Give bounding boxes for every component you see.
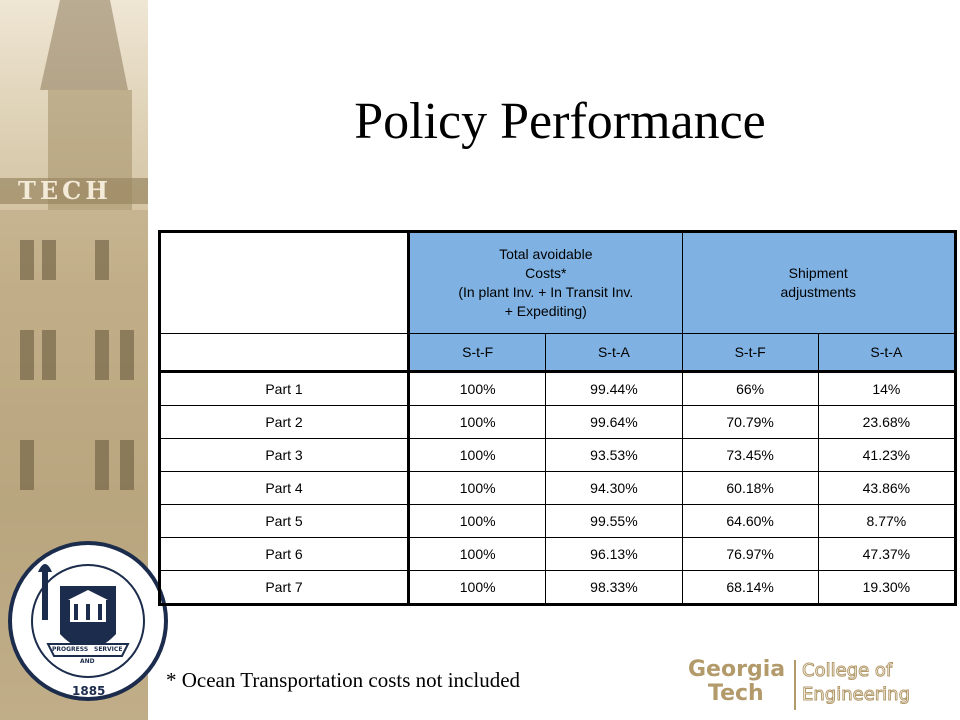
shipment-adjustments-header: Shipment adjustments: [681, 231, 957, 334]
college-of-engineering-logo: Georgia Tech College of Engineering: [688, 658, 938, 714]
tech-sign-text: TECH: [18, 176, 112, 205]
footnote: * Ocean Transportation costs not include…: [166, 668, 521, 692]
table-row: Part 7 100% 98.33% 68.14% 19.30%: [158, 570, 957, 605]
table-sub-corner-cell: [158, 333, 410, 373]
table-row: Part 3 100% 93.53% 73.45% 41.23%: [158, 438, 957, 472]
seal-banner-left: PROGRESS: [52, 646, 89, 653]
seal-ring-text: SEAL · OF · THE · GEORGIA · INSTITUTE · …: [8, 536, 9, 537]
value-cell: 47.37%: [817, 537, 957, 571]
header-line: Costs*: [525, 265, 567, 281]
table-group-header-row: Total avoidable Costs* (In plant Inv. + …: [158, 231, 957, 334]
part-label-cell: Part 2: [158, 405, 410, 439]
logo-georgia: Georgia: [688, 657, 786, 682]
sub-header-cell: S-t-F: [407, 333, 547, 373]
value-cell: 99.44%: [545, 371, 683, 406]
sub-header-cell: S-t-A: [545, 333, 683, 373]
part-label-cell: Part 3: [158, 438, 410, 472]
logo-tech: Tech: [708, 681, 764, 706]
logo-divider: [794, 660, 796, 710]
sub-header-cell: S-t-A: [817, 333, 957, 373]
table-row: Part 1 100% 99.44% 66% 14%: [158, 371, 957, 406]
value-cell: 96.13%: [545, 537, 683, 571]
value-cell: 8.77%: [817, 504, 957, 538]
header-line: Shipment: [788, 265, 848, 281]
value-cell: 73.45%: [681, 438, 819, 472]
table-row: Part 6 100% 96.13% 76.97% 47.37%: [158, 537, 957, 571]
sub-header-cell: S-t-F: [681, 333, 819, 373]
value-cell: 64.60%: [681, 504, 819, 538]
value-cell: 41.23%: [817, 438, 957, 472]
header-line: (In plant Inv. + In Transit Inv.: [458, 284, 634, 300]
table-sub-header-row: S-t-F S-t-A S-t-F S-t-A: [158, 333, 957, 373]
table-row: Part 2 100% 99.64% 70.79% 23.68%: [158, 405, 957, 439]
logo-college-of: College of: [801, 660, 893, 682]
value-cell: 100%: [407, 405, 547, 439]
logo-engineering: Engineering: [802, 684, 911, 706]
value-cell: 94.30%: [545, 471, 683, 505]
part-label-cell: Part 4: [158, 471, 410, 505]
value-cell: 23.68%: [817, 405, 957, 439]
value-cell: 98.33%: [545, 570, 683, 605]
value-cell: 99.55%: [545, 504, 683, 538]
value-cell: 76.97%: [681, 537, 819, 571]
seal-banner-mid: AND: [80, 658, 95, 665]
value-cell: 70.79%: [681, 405, 819, 439]
value-cell: 100%: [407, 504, 547, 538]
table-row: Part 5 100% 99.55% 64.60% 8.77%: [158, 504, 957, 538]
performance-table: Total avoidable Costs* (In plant Inv. + …: [158, 230, 957, 606]
value-cell: 100%: [407, 438, 547, 472]
value-cell: 66%: [681, 371, 819, 406]
value-cell: 60.18%: [681, 471, 819, 505]
seal-year: 1885: [72, 684, 106, 698]
header-line: adjustments: [780, 284, 856, 300]
part-label-cell: Part 5: [158, 504, 410, 538]
georgia-tech-seal: SEAL · OF · THE · GEORGIA · INSTITUTE · …: [8, 536, 170, 706]
value-cell: 100%: [407, 471, 547, 505]
seal-banner-right: SERVICE: [94, 646, 123, 653]
slide-title: Policy Performance: [354, 93, 766, 150]
avoidable-costs-header: Total avoidable Costs* (In plant Inv. + …: [407, 231, 683, 334]
value-cell: 100%: [407, 371, 547, 406]
value-cell: 100%: [407, 570, 547, 605]
value-cell: 68.14%: [681, 570, 819, 605]
table-corner-cell: [158, 231, 410, 334]
value-cell: 43.86%: [817, 471, 957, 505]
part-label-cell: Part 7: [158, 570, 410, 605]
header-line: + Expediting): [504, 303, 587, 319]
value-cell: 19.30%: [817, 570, 957, 605]
value-cell: 100%: [407, 537, 547, 571]
table-row: Part 4 100% 94.30% 60.18% 43.86%: [158, 471, 957, 505]
value-cell: 99.64%: [545, 405, 683, 439]
header-line: Total avoidable: [499, 246, 593, 262]
value-cell: 93.53%: [545, 438, 683, 472]
part-label-cell: Part 6: [158, 537, 410, 571]
part-label-cell: Part 1: [158, 371, 410, 406]
value-cell: 14%: [817, 371, 957, 406]
